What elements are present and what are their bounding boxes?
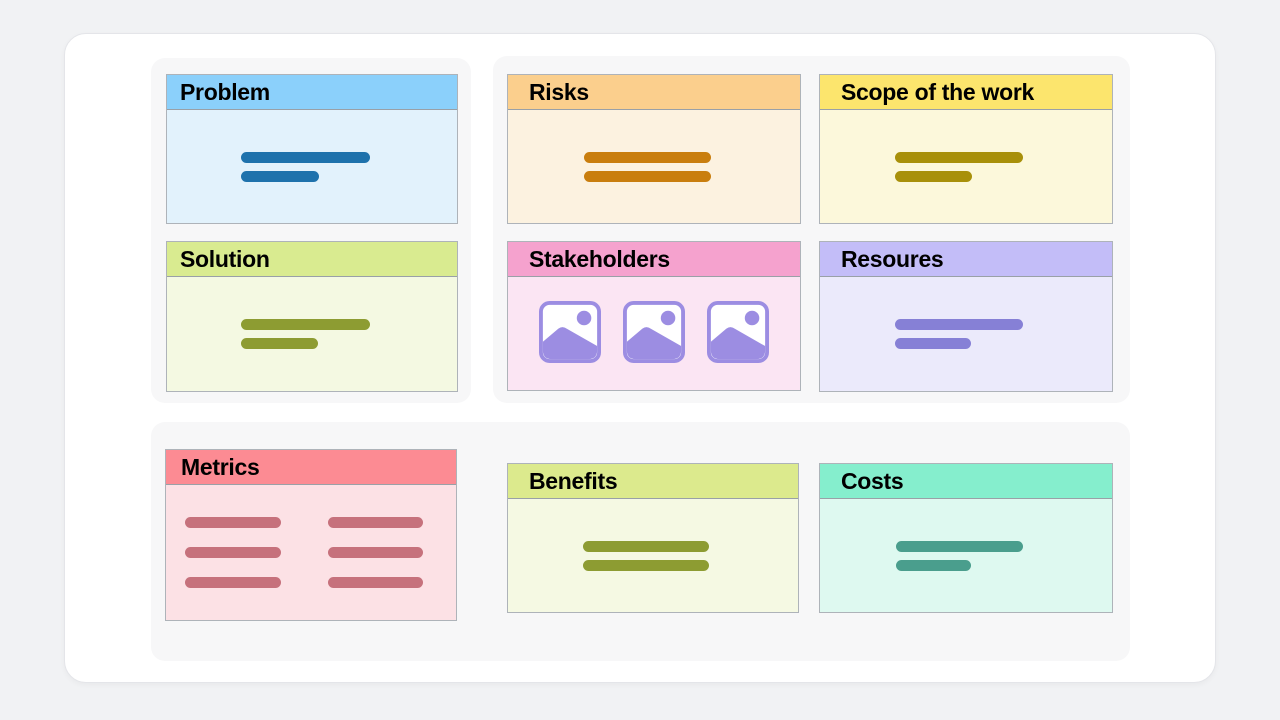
card-stakeholders-title: Stakeholders (529, 245, 670, 272)
card-risks-title: Risks (529, 78, 589, 105)
card-solution-title: Solution (180, 245, 270, 272)
group-panel-metrics-benefits-costs: Metrics Benefits Costs (151, 422, 1130, 661)
skeleton-lines-grid (185, 517, 423, 588)
skeleton-lines (240, 319, 370, 349)
skeleton-text-line (240, 151, 370, 163)
image-placeholder-icon (539, 300, 601, 363)
card-costs[interactable]: Costs (819, 463, 1113, 613)
card-benefits[interactable]: Benefits (507, 463, 799, 613)
card-stakeholders[interactable]: Stakeholders (507, 241, 801, 391)
skeleton-lines (240, 151, 370, 182)
card-metrics-header: Metrics (166, 450, 456, 485)
card-risks-body (508, 110, 800, 223)
card-scope-of-work-title: Scope of the work (841, 78, 1034, 105)
card-benefits-title: Benefits (529, 467, 618, 494)
card-metrics-body (166, 485, 456, 620)
card-costs-body (820, 499, 1112, 612)
card-scope-of-work[interactable]: Scope of the work (819, 74, 1113, 224)
skeleton-text-line (583, 559, 709, 571)
skeleton-lines-column (185, 517, 281, 588)
skeleton-text-line (895, 559, 971, 571)
card-scope-of-work-header: Scope of the work (820, 75, 1112, 110)
whiteboard-canvas: Problem Solution Risks Scope of the work (64, 33, 1216, 683)
skeleton-text-line (895, 170, 972, 182)
card-costs-header: Costs (820, 464, 1112, 499)
card-benefits-header: Benefits (508, 464, 798, 499)
group-panel-problem-solution: Problem Solution (151, 58, 471, 403)
card-problem-body (167, 110, 457, 223)
group-panel-risks-scope-stakeholders-resources: Risks Scope of the work Stakeholders (493, 56, 1130, 403)
card-risks-header: Risks (508, 75, 800, 110)
card-risks[interactable]: Risks (507, 74, 801, 224)
skeleton-text-line (895, 319, 1023, 330)
image-placeholder-icon (623, 300, 685, 363)
skeleton-lines (583, 151, 711, 182)
skeleton-lines (895, 151, 1023, 182)
skeleton-lines (583, 540, 709, 571)
skeleton-text-line (328, 547, 423, 558)
card-costs-title: Costs (841, 467, 904, 494)
card-metrics[interactable]: Metrics (165, 449, 457, 621)
card-solution-body (167, 277, 457, 391)
skeleton-text-line (328, 577, 423, 588)
card-benefits-body (508, 499, 798, 612)
skeleton-text-line (185, 577, 281, 588)
skeleton-text-line (583, 170, 711, 182)
card-solution[interactable]: Solution (166, 241, 458, 392)
skeleton-text-line (240, 338, 318, 349)
skeleton-text-line (185, 517, 281, 528)
skeleton-text-line (895, 540, 1023, 552)
card-resources[interactable]: Resoures (819, 241, 1113, 392)
card-stakeholders-header: Stakeholders (508, 242, 800, 277)
card-metrics-title: Metrics (181, 453, 260, 480)
skeleton-lines-column (328, 517, 423, 588)
skeleton-text-line (583, 540, 709, 552)
skeleton-lines (895, 540, 1023, 571)
skeleton-text-line (895, 338, 971, 349)
skeleton-text-line (240, 170, 319, 182)
card-stakeholders-body (508, 277, 800, 390)
image-placeholder-icon (707, 300, 769, 363)
card-scope-of-work-body (820, 110, 1112, 223)
skeleton-text-line (185, 547, 281, 558)
card-resources-header: Resoures (820, 242, 1112, 277)
card-problem[interactable]: Problem (166, 74, 458, 224)
card-problem-title: Problem (180, 78, 270, 105)
skeleton-text-line (583, 151, 711, 163)
skeleton-text-line (240, 319, 370, 330)
skeleton-lines (895, 319, 1023, 349)
card-resources-title: Resoures (841, 245, 944, 272)
image-placeholder-row (539, 300, 769, 363)
card-solution-header: Solution (167, 242, 457, 277)
skeleton-text-line (895, 151, 1023, 163)
card-resources-body (820, 277, 1112, 391)
skeleton-text-line (328, 517, 423, 528)
card-problem-header: Problem (167, 75, 457, 110)
